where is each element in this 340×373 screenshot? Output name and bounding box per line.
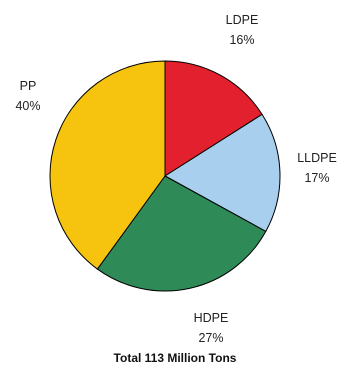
slice-value-hdpe: 27% <box>198 331 223 345</box>
pie-slice-lldpe <box>164 113 281 233</box>
slice-value-lldpe: 17% <box>304 171 329 185</box>
slice-value-pp: 40% <box>15 99 40 113</box>
slice-value-ldpe: 16% <box>229 33 254 47</box>
pie-slice-pp <box>49 60 166 270</box>
pie-slices <box>49 60 281 292</box>
pie-slice-ldpe <box>164 60 263 177</box>
chart-caption: Total 113 Million Tons <box>114 351 237 365</box>
slice-label-pp: PP <box>20 79 37 93</box>
slice-label-hdpe: HDPE <box>194 311 229 325</box>
slice-labels: LDPE 16% LLDPE 17% HDPE 27% PP 40% <box>15 13 336 345</box>
slice-label-lldpe: LLDPE <box>297 151 337 165</box>
slice-label-ldpe: LDPE <box>226 13 259 27</box>
pie-slice-hdpe <box>96 175 267 292</box>
